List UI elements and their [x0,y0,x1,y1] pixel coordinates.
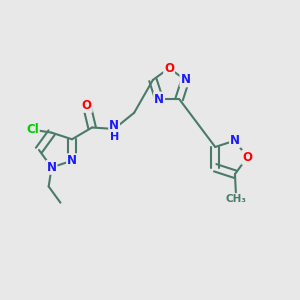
Text: N: N [154,92,164,106]
Text: N: N [230,134,240,147]
Text: CH₃: CH₃ [225,194,246,204]
Text: O: O [164,61,174,75]
Text: N: N [67,154,77,167]
Text: N: N [109,119,119,132]
Text: H: H [110,132,120,142]
Text: N: N [180,74,190,86]
Text: O: O [242,151,252,164]
Text: Cl: Cl [26,123,39,136]
Text: N: N [46,161,57,174]
Text: O: O [82,99,92,112]
